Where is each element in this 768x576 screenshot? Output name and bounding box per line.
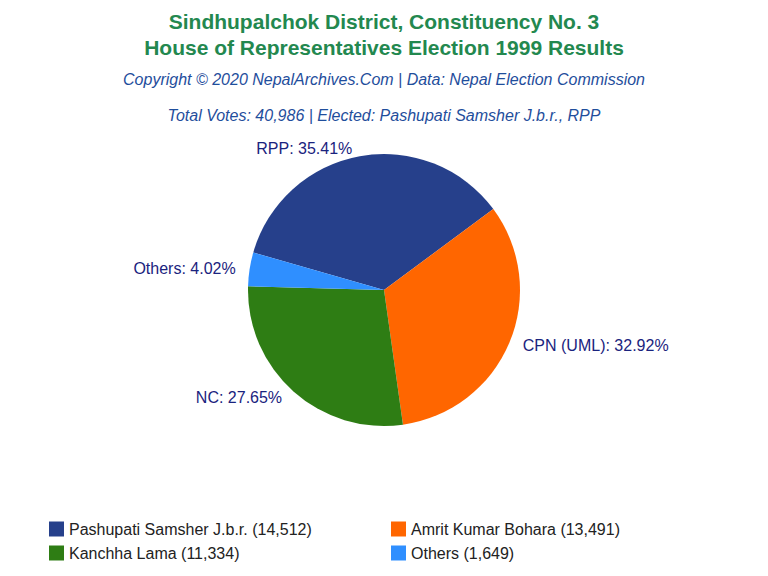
svg-text:Amrit Kumar Bohara (13,491): Amrit Kumar Bohara (13,491) — [411, 521, 620, 538]
svg-text:NC: 27.65%: NC: 27.65% — [196, 389, 282, 406]
svg-text:House of Representatives Elect: House of Representatives Election 1999 R… — [144, 36, 624, 59]
svg-text:RPP: 35.41%: RPP: 35.41% — [256, 140, 352, 157]
svg-text:Sindhupalchok District, Consti: Sindhupalchok District, Constituency No.… — [169, 10, 600, 33]
svg-text:Others (1,649): Others (1,649) — [411, 545, 514, 562]
svg-text:Copyright © 2020 NepalArchives: Copyright © 2020 NepalArchives.Com | Dat… — [123, 71, 645, 88]
svg-text:CPN (UML): 32.92%: CPN (UML): 32.92% — [523, 337, 669, 354]
svg-text:Others: 4.02%: Others: 4.02% — [133, 260, 235, 277]
svg-text:Kanchha Lama (11,334): Kanchha Lama (11,334) — [69, 545, 239, 562]
svg-text:Pashupati Samsher J.b.r. (14,5: Pashupati Samsher J.b.r. (14,512) — [69, 521, 312, 538]
svg-text:Total Votes: 40,986 | Elected:: Total Votes: 40,986 | Elected: Pashupati… — [168, 107, 601, 124]
